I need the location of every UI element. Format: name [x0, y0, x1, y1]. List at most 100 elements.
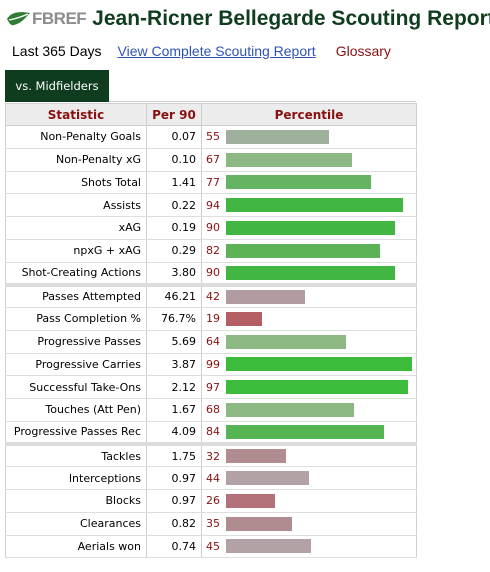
percentile-cell: 82 [201, 239, 417, 263]
per90-value: 0.10 [146, 148, 202, 172]
percentile-bar [226, 516, 292, 531]
percentile-value: 90 [206, 221, 220, 235]
percentile-cell: 42 [201, 282, 417, 308]
stat-name: Touches (Att Pen) [5, 398, 147, 422]
table-row: npxG + xAG 0.29 82 [5, 239, 417, 263]
report-links: Last 365 Days View Complete Scouting Rep… [12, 43, 391, 59]
percentile-bar [226, 289, 305, 304]
per90-value: 3.87 [146, 353, 202, 377]
per90-value: 5.69 [146, 330, 202, 354]
complete-report-link[interactable]: View Complete Scouting Report [117, 43, 316, 59]
table-row: Touches (Att Pen) 1.67 68 [5, 398, 417, 422]
column-header-percentile[interactable]: Percentile [201, 103, 417, 126]
percentile-bar [226, 311, 262, 326]
percentile-bar [226, 493, 275, 508]
tab-vs-midfielders[interactable]: vs. Midfielders [5, 70, 109, 102]
glossary-link[interactable]: Glossary [335, 43, 391, 59]
percentile-cell: 99 [201, 353, 417, 377]
percentile-value: 45 [206, 539, 220, 553]
percentile-bar [226, 471, 309, 486]
column-header-per90[interactable]: Per 90 [146, 103, 202, 126]
percentile-value: 44 [206, 471, 220, 485]
per90-value: 0.29 [146, 239, 202, 263]
percentile-cell: 32 [201, 442, 417, 468]
page-header: FBREF Jean-Ricner Bellegarde Scouting Re… [0, 4, 490, 34]
stat-name: Successful Take-Ons [5, 375, 147, 399]
per90-value: 4.09 [146, 421, 202, 445]
percentile-cell: 35 [201, 512, 417, 536]
percentile-bar [226, 220, 395, 235]
percentile-value: 55 [206, 130, 220, 144]
percentile-value: 32 [206, 449, 220, 463]
percentile-cell: 45 [201, 535, 417, 559]
percentile-cell: 44 [201, 466, 417, 490]
scouting-table: Statistic Per 90 Percentile Non-Penalty … [5, 103, 417, 559]
table-row: Pass Completion % 76.7% 19 [5, 307, 417, 331]
stat-name: Shots Total [5, 171, 147, 195]
percentile-bar [226, 198, 403, 213]
percentile-cell: 67 [201, 148, 417, 172]
percentile-bar [226, 265, 395, 280]
percentile-bar [226, 243, 380, 258]
table-row: Shots Total 1.41 77 [5, 171, 417, 195]
stat-name: Tackles [5, 442, 147, 468]
percentile-bar [226, 402, 354, 417]
percentile-cell: 55 [201, 125, 417, 149]
stat-name: npxG + xAG [5, 239, 147, 263]
leaf-logo-icon [7, 12, 30, 26]
table-row: Blocks 0.97 26 [5, 489, 417, 513]
page-title: Jean-Ricner Bellegarde Scouting Report [92, 7, 490, 30]
table-row: Progressive Passes 5.69 64 [5, 330, 417, 354]
percentile-value: 67 [206, 153, 220, 167]
percentile-value: 97 [206, 380, 220, 394]
per90-value: 0.19 [146, 216, 202, 240]
column-header-statistic[interactable]: Statistic [5, 103, 147, 126]
percentile-cell: 19 [201, 307, 417, 331]
table-row: Passes Attempted 46.21 42 [5, 282, 417, 308]
table-row: Clearances 0.82 35 [5, 512, 417, 536]
table-row: Interceptions 0.97 44 [5, 466, 417, 490]
percentile-bar [226, 334, 346, 349]
percentile-bar [226, 449, 286, 464]
logo-text: FBREF [32, 9, 87, 28]
per90-value: 2.12 [146, 375, 202, 399]
percentile-cell: 26 [201, 489, 417, 513]
stat-name: Shot-Creating Actions [5, 262, 147, 286]
stat-name: Clearances [5, 512, 147, 536]
table-row: Shot-Creating Actions 3.80 90 [5, 262, 417, 286]
per90-value: 1.41 [146, 171, 202, 195]
table-row: Non-Penalty Goals 0.07 55 [5, 125, 417, 149]
stat-name: Progressive Carries [5, 353, 147, 377]
percentile-value: 84 [206, 425, 220, 439]
stat-name: Assists [5, 193, 147, 217]
percentile-value: 35 [206, 517, 220, 531]
table-row: Progressive Carries 3.87 99 [5, 353, 417, 377]
stat-name: Blocks [5, 489, 147, 513]
stat-name: Passes Attempted [5, 282, 147, 308]
percentile-cell: 94 [201, 193, 417, 217]
percentile-value: 19 [206, 312, 220, 326]
percentile-cell: 90 [201, 262, 417, 286]
stat-name: Interceptions [5, 466, 147, 490]
per90-value: 0.74 [146, 535, 202, 559]
per90-value: 0.97 [146, 466, 202, 490]
percentile-cell: 90 [201, 216, 417, 240]
percentile-bar [226, 129, 329, 144]
percentile-bar [226, 424, 384, 439]
fbref-logo[interactable]: FBREF [6, 9, 87, 29]
table-row: Assists 0.22 94 [5, 193, 417, 217]
percentile-value: 77 [206, 175, 220, 189]
stat-name: Non-Penalty xG [5, 148, 147, 172]
per90-value: 46.21 [146, 282, 202, 308]
per90-value: 0.22 [146, 193, 202, 217]
percentile-value: 64 [206, 335, 220, 349]
table-row: xAG 0.19 90 [5, 216, 417, 240]
percentile-value: 82 [206, 244, 220, 258]
percentile-bar [226, 357, 412, 372]
percentile-value: 26 [206, 494, 220, 508]
percentile-bar [226, 175, 371, 190]
percentile-cell: 68 [201, 398, 417, 422]
table-row: Successful Take-Ons 2.12 97 [5, 375, 417, 399]
per90-value: 0.07 [146, 125, 202, 149]
percentile-bar [226, 380, 408, 395]
